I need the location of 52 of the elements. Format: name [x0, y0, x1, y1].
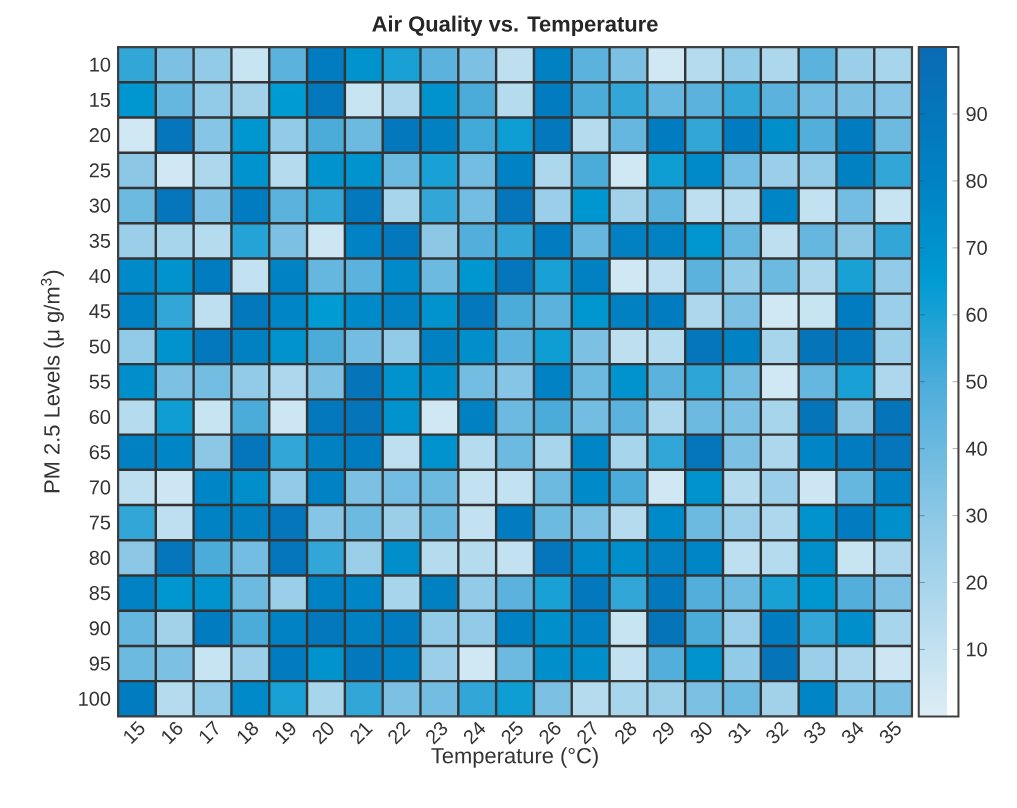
color-bar-label: 60	[966, 307, 987, 322]
y-tick-label: 70	[89, 480, 111, 495]
y-tick-label: 50	[89, 339, 111, 354]
x-tick-label: 20	[312, 722, 334, 745]
x-tick-label: 34	[842, 721, 864, 744]
color-bar-label: 90	[966, 106, 987, 121]
y-tick-label: 15	[90, 92, 111, 107]
y-tick-label: 95	[89, 656, 111, 671]
chart-title: Air Quality vs. Temperature	[372, 15, 658, 36]
x-tick-label: 24	[463, 721, 486, 745]
y-tick-label: 60	[89, 409, 111, 424]
x-tick-label: 22	[388, 721, 411, 745]
x-tick-label: 16	[162, 721, 183, 745]
y-axis-title: PM 2.5 Levels (μ g/m$^{3}$)	[40, 270, 64, 493]
x-tick-label: 31	[728, 722, 752, 744]
x-tick-label: 26	[539, 721, 561, 745]
y-tick-label: 40	[89, 268, 111, 283]
y-tick-label: 90	[89, 621, 111, 636]
y-tick-label: 75	[89, 515, 111, 530]
y-tick-label: 45	[89, 304, 111, 319]
color-bar-label: 80	[966, 173, 987, 188]
y-tick-label: 65	[89, 445, 111, 460]
x-tick-label: 15	[124, 720, 145, 744]
y-tick-label: 100	[79, 691, 111, 706]
x-tick-label: 19	[275, 722, 296, 745]
x-tick-label: 18	[237, 721, 259, 745]
x-tick-label: 17	[199, 720, 219, 744]
color-bar-label: 20	[966, 575, 987, 590]
y-tick-label: 10	[90, 57, 111, 72]
x-tick-label: 23	[426, 721, 448, 745]
y-tick-label: 25	[89, 163, 111, 178]
x-tick-label: 25	[501, 720, 523, 745]
color-bar-label: 50	[966, 374, 987, 389]
x-tick-label: 27	[577, 720, 597, 745]
x-tick-label: 32	[766, 721, 789, 744]
y-tick-label: 20	[89, 127, 111, 143]
x-axis-title: Temperature (°C)	[431, 747, 598, 768]
color-bar-label: 40	[965, 441, 987, 456]
y-tick-label: 35	[89, 233, 111, 248]
y-tick-label: 80	[89, 550, 111, 565]
color-bar-label: 70	[966, 240, 987, 255]
x-tick-label: 33	[804, 721, 826, 744]
y-tick-label: 30	[89, 198, 111, 213]
x-tick-label: 30	[690, 722, 712, 744]
x-tick-label: 21	[350, 722, 373, 745]
color-bar-label: 30	[966, 508, 987, 523]
color-bar-label: 10	[967, 642, 987, 657]
y-tick-label: 85	[89, 585, 111, 601]
x-tick-label: 29	[653, 722, 674, 745]
x-tick-label: 28	[615, 721, 637, 745]
y-tick-label: 55	[89, 374, 111, 389]
x-tick-label: 35	[879, 720, 901, 744]
